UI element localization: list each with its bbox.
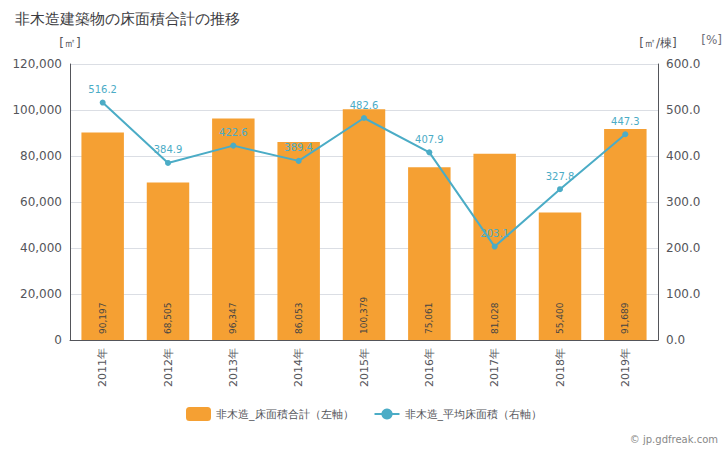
- svg-text:[㎡]: [㎡]: [59, 36, 80, 50]
- svg-text:200.0: 200.0: [666, 241, 700, 255]
- svg-text:非木造建築物の床面積合計の推移: 非木造建築物の床面積合計の推移: [15, 10, 240, 28]
- svg-text:非木造_平均床面積（右軸）: 非木造_平均床面積（右軸）: [405, 408, 543, 421]
- svg-text:384.9: 384.9: [154, 144, 183, 155]
- svg-text:2012年: 2012年: [162, 348, 175, 387]
- svg-text:75,061: 75,061: [424, 303, 434, 335]
- svg-text:0: 0: [54, 333, 62, 347]
- svg-text:422.6: 422.6: [219, 127, 248, 138]
- svg-text:203.1: 203.1: [480, 228, 509, 239]
- svg-text:2013年: 2013年: [227, 348, 240, 387]
- svg-text:55,400: 55,400: [555, 302, 565, 334]
- svg-text:[%]: [%]: [701, 33, 722, 47]
- svg-text:300.0: 300.0: [666, 195, 700, 209]
- svg-text:81,028: 81,028: [490, 302, 500, 334]
- svg-text:327.8: 327.8: [546, 171, 575, 182]
- svg-text:100,379: 100,379: [359, 297, 369, 334]
- svg-text:90,197: 90,197: [98, 303, 108, 335]
- svg-text:91,689: 91,689: [620, 302, 630, 334]
- svg-text:2016年: 2016年: [423, 348, 436, 387]
- svg-text:500.0: 500.0: [666, 103, 700, 117]
- svg-text:389.4: 389.4: [284, 142, 313, 153]
- svg-text:40,000: 40,000: [20, 241, 62, 255]
- svg-text:86,053: 86,053: [294, 303, 304, 335]
- svg-text:516.2: 516.2: [88, 84, 117, 95]
- svg-text:100.0: 100.0: [666, 287, 700, 301]
- svg-text:68,505: 68,505: [163, 303, 173, 335]
- svg-text:60,000: 60,000: [20, 195, 62, 209]
- svg-text:2011年: 2011年: [96, 348, 109, 387]
- svg-text:600.0: 600.0: [666, 57, 700, 71]
- svg-text:2019年: 2019年: [619, 348, 632, 387]
- svg-text:20,000: 20,000: [20, 287, 62, 301]
- svg-text:2018年: 2018年: [554, 348, 567, 387]
- svg-text:120,000: 120,000: [12, 57, 62, 71]
- svg-text:482.6: 482.6: [350, 100, 379, 111]
- svg-text:400.0: 400.0: [666, 149, 700, 163]
- svg-text:100,000: 100,000: [12, 103, 62, 117]
- svg-text:96,347: 96,347: [228, 303, 238, 335]
- svg-text:2014年: 2014年: [292, 348, 305, 387]
- svg-text:2017年: 2017年: [488, 348, 501, 387]
- svg-text:© jp.gdfreak.com: © jp.gdfreak.com: [630, 434, 718, 445]
- svg-text:80,000: 80,000: [20, 149, 62, 163]
- svg-text:2015年: 2015年: [358, 348, 371, 387]
- svg-text:[㎡/棟]: [㎡/棟]: [639, 36, 676, 50]
- svg-text:非木造_床面積合計（左軸）: 非木造_床面積合計（左軸）: [216, 408, 354, 421]
- svg-text:447.3: 447.3: [611, 116, 640, 127]
- svg-text:407.9: 407.9: [415, 134, 444, 145]
- svg-text:0.0: 0.0: [666, 333, 685, 347]
